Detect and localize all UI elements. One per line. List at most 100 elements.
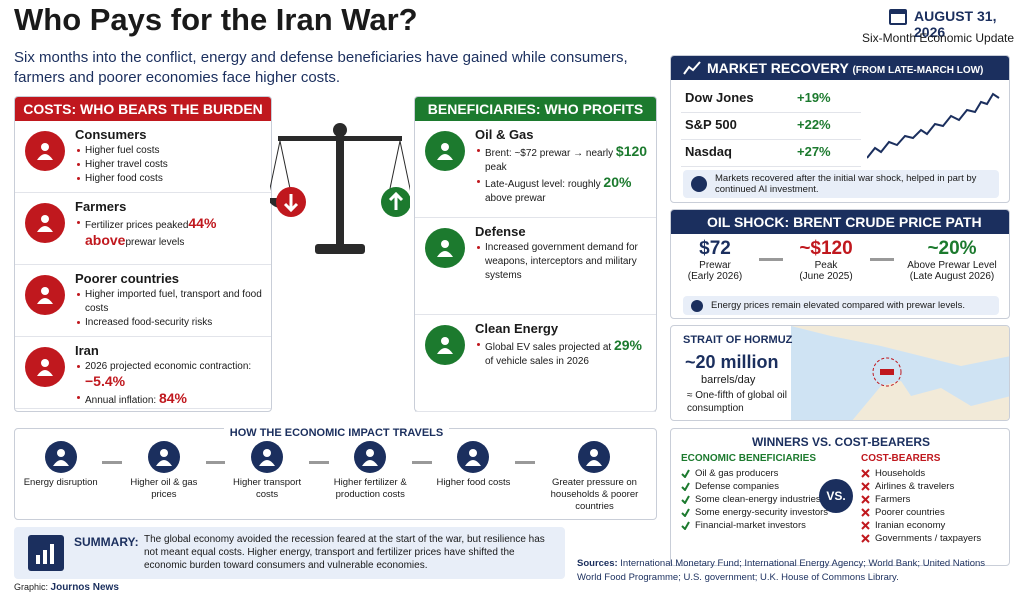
mark-icon: [861, 495, 870, 504]
bullet-text: Higher imported fuel, transport and food…: [85, 289, 262, 314]
mark-icon: [861, 521, 870, 530]
winners-title: WINNERS VS. COST-BEARERS: [751, 435, 931, 449]
beneficiaries-header: BENEFICIARIES: WHO PROFITS: [415, 97, 656, 121]
mark-icon: [861, 508, 870, 517]
winner-item: Some energy-security investors: [681, 506, 828, 519]
bullet-text: of vehicle sales in 2026: [485, 356, 589, 367]
flow-icon: [354, 441, 387, 473]
item-icon: [25, 347, 65, 387]
bullet: 2026 projected economic contraction: −5.…: [77, 360, 265, 391]
summary-text: The global economy avoided the recession…: [144, 534, 545, 571]
flow-icon: [251, 441, 284, 473]
highlight: −5.4%: [85, 373, 126, 389]
bullet-text: Higher food costs: [85, 173, 163, 184]
flow-icon: [578, 441, 611, 473]
flow-arrow: [411, 461, 432, 464]
flow-arrow: [205, 461, 226, 464]
bullet-text: Annual inflation:: [85, 395, 159, 406]
winner-item: Iranian economy: [861, 519, 981, 532]
oil-note: Energy prices remain elevated compared w…: [711, 300, 965, 311]
flow-label: Higher fertilizer & production costs: [333, 477, 407, 500]
highlight: 84%: [158, 390, 187, 406]
item: Defense Increased government demand for w…: [415, 218, 656, 315]
hormuz-note: ≈ One-fifth of global oil consumption: [687, 390, 787, 414]
item-name: Poorer countries: [75, 271, 180, 286]
index-name: S&P 500: [685, 117, 737, 132]
bullet-text: Late-August level: roughly: [485, 179, 604, 190]
winner-text: Poorer countries: [875, 507, 945, 518]
flow-title: HOW THE ECONOMIC IMPACT TRAVELS: [223, 427, 450, 439]
mark-icon: [681, 495, 690, 504]
flow-icon: [44, 441, 77, 473]
summary-icon: [28, 535, 64, 571]
flow-label: Higher transport costs: [232, 477, 302, 500]
winner-text: Some energy-security investors: [695, 507, 829, 518]
winner-text: Some clean-energy industries: [695, 494, 821, 505]
title: Who Pays for the Iran War?: [14, 2, 418, 37]
bullet-text: peak: [485, 162, 507, 173]
winner-item: Financial-market investors: [681, 519, 828, 532]
winner-item: Defense companies: [681, 480, 828, 493]
item: Iran 2026 projected economic contraction:…: [15, 337, 271, 409]
flow-step: Greater pressure on households & poorer …: [535, 441, 654, 513]
mark-icon: [681, 469, 690, 478]
oil-step: ~$120 Peak (June 2025): [786, 238, 866, 282]
hormuz-panel: STRAIT OF HORMUZ ~20 million barrels/day…: [670, 325, 1010, 421]
bullet-text: above prewar: [485, 193, 546, 204]
sparkline: [867, 92, 1000, 159]
oil-label: Peak: [814, 260, 838, 271]
bullet: Late-August level: roughly 20% above pre…: [477, 175, 650, 206]
item-name: Consumers: [75, 127, 147, 142]
sources-label: Sources:: [577, 558, 618, 569]
item-icon: [25, 275, 65, 315]
market-row: S&P 500 +22%: [681, 113, 861, 140]
bullet-text: Increased food-security risks: [85, 317, 213, 328]
winner-text: Defense companies: [695, 481, 779, 492]
mark-icon: [861, 482, 870, 491]
oil-note-box: Energy prices remain elevated compared w…: [683, 296, 999, 315]
flow-icon: [147, 441, 180, 473]
flow-step: Higher oil & gas prices: [122, 441, 205, 513]
update-label: Six-Month Economic Update: [862, 31, 1015, 45]
bullet: Annual inflation: 84%: [77, 391, 265, 408]
scale-illustration: [270, 123, 410, 254]
bullet-text: Global EV sales projected at: [485, 342, 614, 353]
oil-value: ~20%: [927, 238, 977, 259]
winners-cost-title: COST-BEARERS: [861, 453, 941, 464]
winner-item: Governments / taxpayers: [861, 532, 981, 545]
bullet: Increased food-security risks: [77, 316, 265, 330]
market-row: Nasdaq +27%: [681, 140, 861, 167]
arrow: [869, 258, 894, 261]
market-note-box: Markets recovered after the initial war …: [683, 170, 999, 198]
bullet: Brent: ~$72 prewar → nearly $120 peak: [477, 144, 650, 175]
bullet-text: Increased government demand for weapons,…: [485, 242, 638, 281]
item-name: Defense: [475, 224, 526, 239]
oil-panel: OIL SHOCK: BRENT CRUDE PRICE PATH $72 Pre…: [670, 209, 1010, 319]
winner-text: Financial-market investors: [695, 520, 806, 531]
bullet: Higher imported fuel, transport and food…: [77, 288, 265, 316]
winners-ben-title: ECONOMIC BENEFICIARIES: [681, 453, 817, 464]
winner-text: Airlines & travelers: [875, 481, 955, 492]
mark-icon: [861, 469, 870, 478]
bullet-text: prewar levels: [125, 237, 185, 248]
winner-text: Households: [875, 468, 926, 479]
oil-label: Prewar: [699, 260, 731, 271]
flow-arrow: [102, 461, 123, 464]
flow-step: Energy disruption: [19, 441, 102, 513]
winner-item: Households: [861, 467, 981, 480]
flow-arrow: [308, 461, 329, 464]
summary-box: SUMMARY: The global economy avoided the …: [14, 527, 565, 579]
market-panel: MARKET RECOVERY (FROM LATE-MARCH LOW) Do…: [670, 55, 1010, 203]
flow-label: Greater pressure on households & poorer …: [550, 477, 639, 512]
highlight: 44% above: [85, 215, 217, 248]
bullet-text: Higher fuel costs: [85, 145, 160, 156]
hormuz-title: STRAIT OF HORMUZ: [683, 334, 793, 346]
item-name: Farmers: [75, 199, 127, 214]
mark-icon: [681, 521, 690, 530]
index-name: Nasdaq: [685, 144, 732, 159]
item-icon: [25, 203, 65, 243]
highlight: $120: [615, 143, 648, 159]
sources-text: International Monetary Fund; Internation…: [577, 558, 986, 583]
item-icon: [425, 325, 465, 365]
